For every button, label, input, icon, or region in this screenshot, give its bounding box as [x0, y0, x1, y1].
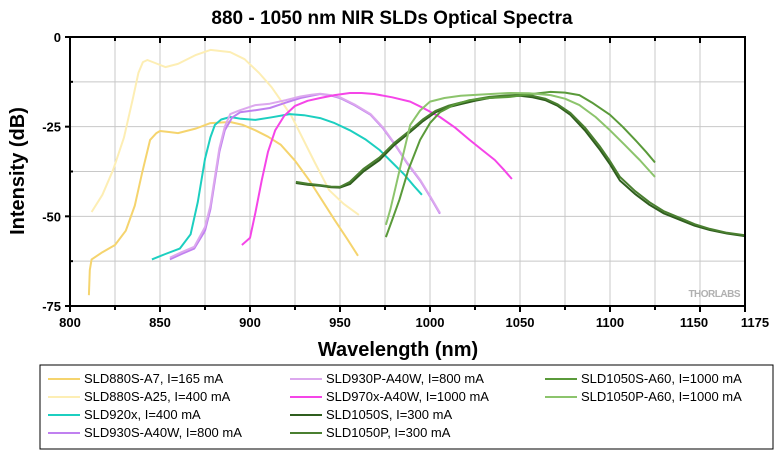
legend: SLD880S-A7, I=165 mA SLD880S-A25, I=400 m… [39, 364, 774, 450]
y-tick-label: -75 [42, 299, 61, 314]
series-line-9 [384, 92, 656, 226]
x-tick-label: 950 [329, 315, 351, 330]
series-line-2 [151, 113, 423, 261]
legend-box [39, 364, 774, 450]
legend-label: SLD1050P, I=300 mA [326, 425, 451, 440]
legend-item: SLD1050P-A60, I=1000 mA [545, 389, 742, 404]
legend-label: SLD1050P-A60, I=1000 mA [581, 389, 742, 404]
y-axis-ticks: 0 -25 -50 -75 [42, 30, 73, 314]
chart-title: 880 - 1050 nm NIR SLDs Optical Spectra [211, 8, 573, 29]
legend-label: SLD1050S-A60, I=1000 mA [581, 371, 742, 386]
legend-item: SLD930P-A40W, I=800 mA [290, 371, 484, 386]
series-line-1 [90, 48, 360, 216]
legend-item: SLD880S-A7, I=165 mA [48, 371, 223, 386]
series-group [87, 48, 745, 296]
legend-item: SLD1050S-A60, I=1000 mA [545, 371, 742, 386]
y-tick-label: -25 [42, 120, 61, 135]
legend-item: SLD880S-A25, I=400 mA [48, 389, 231, 404]
legend-item: SLD1050P, I=300 mA [290, 425, 451, 440]
legend-item: SLD930S-A40W, I=800 mA [48, 425, 242, 440]
legend-label: SLD880S-A7, I=165 mA [84, 371, 223, 386]
series-line-4 [169, 92, 441, 259]
legend-label: SLD930P-A40W, I=800 mA [326, 371, 484, 386]
x-tick-label: 1150 [680, 315, 708, 330]
x-axis-ticks: 800 850 900 950 1000 1050 1100 1150 1175 [59, 37, 769, 330]
y-axis-label: Intensity (dB) [7, 107, 29, 235]
legend-item: SLD920x, I=400 mA [48, 407, 201, 422]
legend-label: SLD1050S, I=300 mA [326, 407, 452, 422]
legend-label: SLD930S-A40W, I=800 mA [84, 425, 242, 440]
legend-label: SLD880S-A25, I=400 mA [84, 389, 231, 404]
series-line-3 [169, 93, 441, 261]
y-tick-label: 0 [54, 30, 61, 45]
plot-area [87, 48, 745, 296]
series-line-8 [384, 90, 656, 238]
x-tick-label: 800 [59, 315, 81, 330]
x-tick-label: 1175 [741, 315, 769, 330]
series-line-7 [295, 93, 745, 237]
x-tick-label: 900 [239, 315, 261, 330]
legend-label: SLD970x-A40W, I=1000 mA [326, 389, 489, 404]
x-axis-label: Wavelength (nm) [318, 339, 478, 361]
legend-item: SLD1050S, I=300 mA [290, 407, 452, 422]
x-tick-label: 1000 [416, 315, 445, 330]
x-tick-label: 1050 [506, 315, 535, 330]
thorlabs-watermark: THORLABS [688, 289, 740, 300]
legend-label: SLD920x, I=400 mA [84, 407, 201, 422]
y-tick-label: -50 [42, 209, 61, 224]
legend-item: SLD970x-A40W, I=1000 mA [290, 389, 489, 404]
x-tick-label: 850 [149, 315, 171, 330]
x-tick-label: 1100 [596, 315, 624, 330]
series-line-0 [87, 121, 359, 296]
series-line-5 [241, 92, 513, 246]
